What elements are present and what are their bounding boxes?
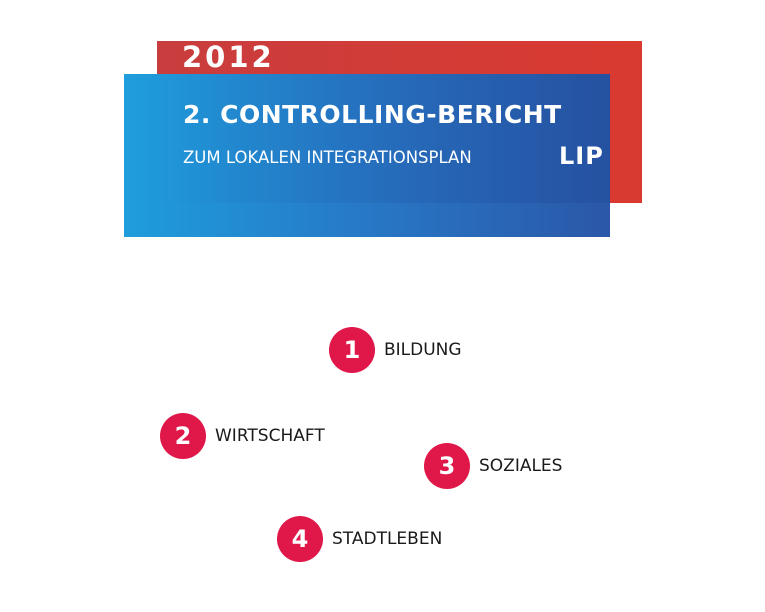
section-number-badge: 2 [160,413,206,459]
section-label: WIRTSCHAFT [215,426,325,446]
section-label: STADTLEBEN [332,529,443,549]
section-number-badge: 4 [277,516,323,562]
section-number-badge: 1 [329,327,375,373]
section-item-stadtleben: 4 STADTLEBEN [277,516,442,562]
section-number-badge: 3 [424,443,470,489]
report-title: 2. CONTROLLING-BERICHT [183,100,562,129]
section-item-bildung: 1 BILDUNG [329,327,462,373]
report-year: 2012 [182,40,275,74]
section-label: SOZIALES [479,456,563,476]
section-label: BILDUNG [384,340,462,360]
report-abbreviation: LIP [559,142,604,170]
section-item-soziales: 3 SOZIALES [424,443,562,489]
header-overlap-shade [157,74,610,203]
report-subtitle: ZUM LOKALEN INTEGRATIONSPLAN [183,148,472,167]
section-item-wirtschaft: 2 WIRTSCHAFT [160,413,325,459]
header-blue-block [124,74,610,237]
